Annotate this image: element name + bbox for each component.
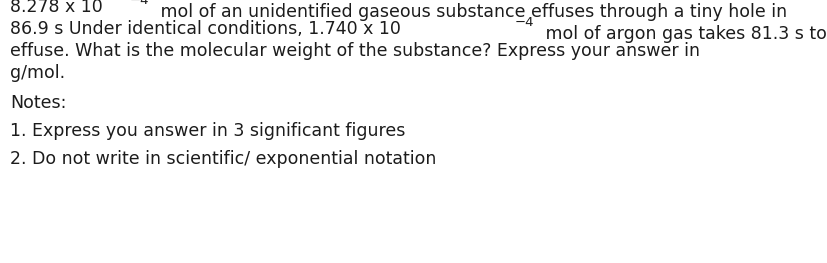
- Text: g/mol.: g/mol.: [10, 64, 65, 82]
- Text: 2. Do not write in scientific/ exponential notation: 2. Do not write in scientific/ exponenti…: [10, 150, 436, 168]
- Text: mol of an unidentified gaseous substance effuses through a tiny hole in: mol of an unidentified gaseous substance…: [155, 3, 786, 21]
- Text: mol of argon gas takes 81.3 s to: mol of argon gas takes 81.3 s to: [539, 25, 825, 43]
- Text: Notes:: Notes:: [10, 94, 66, 112]
- Text: 86.9 s Under identical conditions, 1.740 x 10: 86.9 s Under identical conditions, 1.740…: [10, 20, 400, 38]
- Text: 8.278 x 10: 8.278 x 10: [10, 0, 103, 16]
- Text: −4: −4: [130, 0, 149, 7]
- Text: −4: −4: [514, 16, 533, 29]
- Text: effuse. What is the molecular weight of the substance? Express your answer in: effuse. What is the molecular weight of …: [10, 42, 699, 60]
- Text: 1. Express you answer in 3 significant figures: 1. Express you answer in 3 significant f…: [10, 122, 405, 140]
